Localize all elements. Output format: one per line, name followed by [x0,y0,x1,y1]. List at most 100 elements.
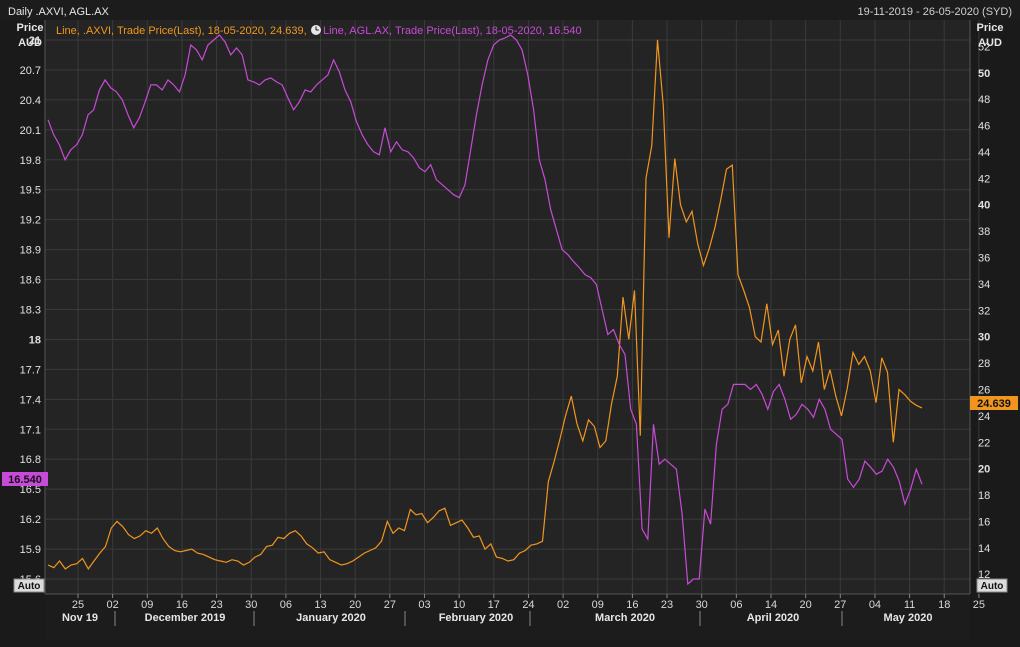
x-tick-label: 25 [973,599,985,611]
right-axis-label-price: Price [977,22,1004,34]
left-tick-label: 19.2 [20,215,41,227]
x-tick-label: 02 [107,599,119,611]
right-tick-label: 50 [978,68,990,80]
legend-agl: Line, AGL.AX, Trade Price(Last), 18-05-2… [323,25,582,37]
x-tick-label: 09 [592,599,604,611]
left-tick-label: 18.9 [20,245,41,257]
left-tick-label: 18.3 [20,304,41,316]
right-tick-label: 34 [978,279,990,291]
right-tick-label: 18 [978,490,990,502]
x-tick-label: 27 [834,599,846,611]
x-tick-label: 02 [557,599,569,611]
x-tick-label: 16 [176,599,188,611]
last-value-badge-axvi [970,396,1018,410]
x-axis-ticks: 25 02 09 16 23 30 06 13 20 27 03 10 17 24 02 09 16 23 30 06… [72,594,985,611]
right-axis-ticks: 12 14 16 18 20 22 24 26 28 30 32 34 36 38 40 42 44 46 48 50… [978,41,990,581]
left-tick-label: 19.5 [20,185,41,197]
x-month-label: April 2020 [747,612,800,624]
right-tick-label: 14 [978,543,990,555]
x-tick-label: 24 [522,599,534,611]
left-tick-label: 17.1 [20,424,41,436]
x-axis-months: Nov 19 December 2019 January 2020 February … [62,611,933,626]
left-tick-label: 15.9 [20,544,41,556]
right-tick-label: 28 [978,358,990,370]
x-tick-label: 14 [765,599,777,611]
right-tick-label: 38 [978,226,990,238]
right-tick-label: 30 [978,332,990,344]
right-tick-label: 12 [978,569,990,581]
last-value-agl: 16.540 [8,474,42,486]
right-axis-label-unit: AUD [978,37,1002,49]
left-tick-label: 16.8 [20,454,41,466]
x-tick-label: 13 [314,599,326,611]
right-tick-label: 44 [978,147,990,159]
legend-axvi: Line, .AXVI, Trade Price(Last), 18-05-20… [56,25,307,37]
x-tick-label: 18 [938,599,950,611]
x-tick-label: 27 [384,599,396,611]
date-range: 19-11-2019 - 26-05-2020 (SYD) [858,6,1013,18]
left-tick-label: 20.7 [20,65,41,77]
x-tick-label: 30 [245,599,257,611]
x-month-label: March 2020 [595,612,655,624]
left-axis-label-unit: AUD [18,37,42,49]
x-tick-label: 10 [453,599,465,611]
right-tick-label: 42 [978,173,990,185]
left-axis-label-price: Price [17,22,44,34]
left-tick-label: 16.5 [20,484,41,496]
clock-icon [311,25,321,35]
last-value-badge-agl [2,472,48,486]
x-tick-label: 16 [626,599,638,611]
left-tick-label: 21 [29,35,41,47]
left-tick-label: 16.2 [20,514,41,526]
x-tick-label: 06 [730,599,742,611]
x-tick-label: 30 [696,599,708,611]
grid-lines [45,20,980,594]
series-line-axvi[interactable] [47,39,923,571]
x-month-label: Nov 19 [62,612,98,624]
x-month-label: May 2020 [884,612,933,624]
x-tick-label: 11 [904,599,915,611]
chart-title: Daily .AXVI, AGL.AX [8,6,110,18]
x-month-label: December 2019 [145,612,226,624]
right-tick-label: 46 [978,121,990,133]
series-line-agl[interactable] [47,34,923,586]
x-tick-label: 06 [280,599,292,611]
left-axis-ticks: 15.615.916.216.516.817.117.417.71818.318… [20,35,41,586]
x-tick-label: 17 [488,599,500,611]
left-tick-label: 20.1 [20,125,41,137]
left-auto-label: Auto [18,581,41,592]
right-tick-label: 26 [978,384,990,396]
right-tick-label: 48 [978,94,990,106]
right-tick-label: 40 [978,200,990,212]
right-tick-label: 20 [978,464,990,476]
x-tick-label: 03 [418,599,430,611]
right-tick-label: 22 [978,437,990,449]
x-month-label: February 2020 [439,612,514,624]
x-tick-label: 23 [661,599,673,611]
left-tick-label: 18.6 [20,275,41,287]
left-tick-label: 17.4 [20,394,41,406]
right-tick-label: 24 [978,411,990,423]
last-value-axvi: 24.639 [977,398,1011,410]
right-tick-label: 32 [978,305,990,317]
x-tick-label: 20 [800,599,812,611]
x-tick-label: 20 [349,599,361,611]
x-tick-label: 04 [869,599,881,611]
left-tick-label: 20.4 [20,95,41,107]
right-auto-button[interactable]: Auto [976,578,1008,593]
left-tick-label: 19.8 [20,155,41,167]
plot-area[interactable] [45,20,970,594]
right-tick-label: 36 [978,253,990,265]
left-auto-button[interactable]: Auto [13,578,45,593]
x-tick-label: 09 [141,599,153,611]
x-tick-label: 25 [72,599,84,611]
right-tick-label: 16 [978,516,990,528]
x-tick-label: 23 [210,599,222,611]
left-tick-label: 18 [29,334,41,346]
x-month-label: January 2020 [296,612,366,624]
right-auto-label: Auto [981,581,1004,592]
right-tick-label: 52 [978,41,990,53]
left-tick-label: 17.7 [20,364,41,376]
